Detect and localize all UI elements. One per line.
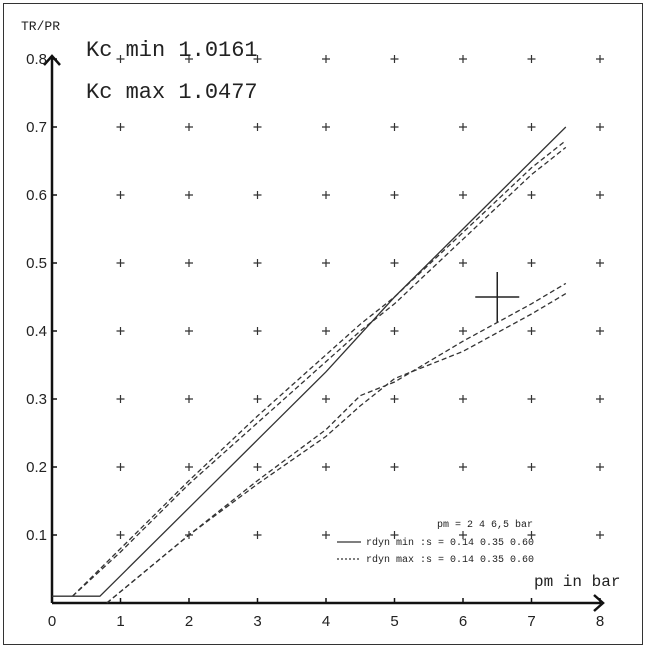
grid-plus-marker — [596, 327, 604, 335]
y-tick-label: 0.8 — [26, 51, 47, 68]
grid-plus-marker — [253, 463, 262, 471]
grid-plus-marker — [253, 55, 262, 63]
series-line-2 — [72, 146, 567, 597]
grid-plus-marker — [390, 327, 399, 335]
grid-plus-marker — [185, 191, 193, 199]
grid-plus-marker — [185, 463, 193, 471]
kc-max-annotation: Kc max 1.0477 — [86, 80, 258, 105]
grid-plus-marker — [390, 259, 399, 267]
grid-plus-marker — [459, 395, 467, 403]
y-tick-label: 0.6 — [26, 187, 47, 204]
grid-plus-marker — [596, 395, 604, 403]
grid-plus-marker — [116, 531, 125, 539]
y-tick-label: 0.3 — [26, 391, 47, 408]
x-axis-arrow — [593, 594, 605, 612]
grid-plus-marker — [390, 395, 399, 403]
y-axis-label: TR/PR — [21, 19, 60, 34]
grid-plus-marker — [322, 395, 330, 403]
grid-plus-marker — [322, 531, 330, 539]
grid-plus-marker — [116, 327, 125, 335]
y-tick-label: 0.2 — [26, 459, 47, 476]
grid-plus-marker — [322, 123, 330, 131]
grid-plus-marker — [527, 123, 536, 131]
grid-plus-marker — [253, 123, 262, 131]
grid-plus-marker — [596, 55, 604, 63]
grid-plus-marker — [596, 123, 604, 131]
grid-plus-marker — [459, 55, 467, 63]
grid-plus-marker — [116, 191, 125, 199]
legend-header: pm = 2 4 6,5 bar — [437, 519, 533, 531]
grid-plus-marker — [596, 191, 604, 199]
grid-plus-marker — [527, 463, 536, 471]
grid-plus-marker — [459, 531, 467, 539]
grid-plus-marker — [527, 55, 536, 63]
grid-plus-marker — [527, 191, 536, 199]
x-tick-label: 2 — [185, 613, 193, 630]
series-line-3 — [72, 140, 567, 597]
grid-plus-marker — [459, 463, 467, 471]
grid-plus-marker — [390, 55, 399, 63]
x-tick-label: 5 — [390, 613, 398, 630]
x-axis-label: pm in bar — [534, 573, 620, 591]
grid-plus-marker — [596, 259, 604, 267]
y-tick-label: 0.1 — [26, 527, 47, 544]
kc-min-annotation: Kc min 1.0161 — [86, 38, 258, 63]
grid-plus-marker — [185, 123, 193, 131]
grid-plus-marker — [116, 395, 125, 403]
grid-plus-marker — [390, 531, 399, 539]
x-tick-label: 1 — [116, 613, 124, 630]
grid-plus-marker — [116, 55, 125, 63]
grid-plus-marker — [253, 259, 262, 267]
grid-plus-marker — [596, 531, 604, 539]
chart-frame — [3, 3, 643, 645]
grid-plus-marker — [185, 327, 193, 335]
grid-plus-marker — [459, 259, 467, 267]
grid-plus-marker — [116, 463, 125, 471]
grid-plus-marker — [527, 259, 536, 267]
grid-plus-marker — [185, 395, 193, 403]
grid-plus-marker — [390, 123, 399, 131]
y-tick-label: 0.4 — [26, 323, 47, 340]
marker-cross — [475, 272, 520, 322]
grid-plus-marker — [322, 259, 330, 267]
legend-label: rdyn min :s = 0.14 0.35 0.60 — [366, 537, 534, 549]
grid-plus-marker — [253, 395, 262, 403]
grid-plus-marker — [116, 259, 125, 267]
grid-plus-marker — [253, 191, 262, 199]
x-tick-label: 8 — [596, 613, 604, 630]
legend-label: rdyn max :s = 0.14 0.35 0.60 — [366, 554, 534, 566]
x-tick-label: 7 — [527, 613, 535, 630]
grid-plus-marker — [253, 327, 262, 335]
grid-plus-marker — [390, 463, 399, 471]
series-line-5 — [106, 282, 567, 604]
x-tick-label: 4 — [322, 613, 330, 630]
x-tick-label: 6 — [459, 613, 467, 630]
series-line-1 — [52, 126, 567, 597]
grid-plus-marker — [459, 191, 467, 199]
grid-plus-marker — [322, 191, 330, 199]
grid-plus-marker — [322, 327, 330, 335]
grid-plus-marker — [459, 327, 467, 335]
grid-plus-marker — [322, 55, 330, 63]
y-tick-label: 0.7 — [26, 119, 47, 136]
grid-plus-marker — [527, 531, 536, 539]
grid-plus-marker — [596, 463, 604, 471]
grid-plus-marker — [390, 191, 399, 199]
y-tick-label: 0.5 — [26, 255, 47, 272]
grid-plus-marker — [527, 327, 536, 335]
grid-plus-marker — [527, 395, 536, 403]
y-axis-arrow — [43, 54, 61, 66]
x-tick-label: 0 — [48, 613, 56, 630]
grid-plus-marker — [116, 123, 125, 131]
grid-plus-marker — [185, 55, 193, 63]
series-line-4 — [106, 293, 567, 604]
grid-plus-marker — [459, 123, 467, 131]
grid-plus-marker — [185, 259, 193, 267]
grid-plus-marker — [322, 463, 330, 471]
grid-plus-marker — [253, 531, 262, 539]
x-tick-label: 3 — [253, 613, 261, 630]
